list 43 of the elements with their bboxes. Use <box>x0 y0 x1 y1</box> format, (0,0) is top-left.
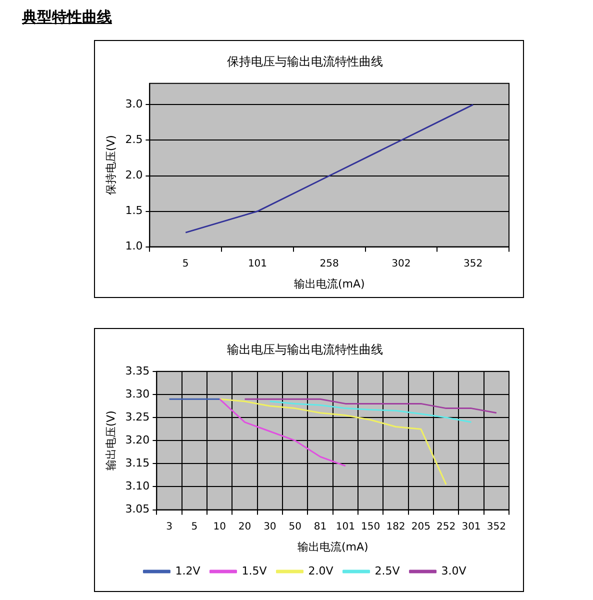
x-axis-title: 输出电流(mA) <box>294 277 365 290</box>
x-tick-label: 101 <box>336 521 355 532</box>
y-tick-label: 3.25 <box>125 410 150 424</box>
y-tick-label: 3.10 <box>125 480 150 493</box>
x-axis-title: 输出电流(mA) <box>297 540 368 554</box>
x-tick-label: 101 <box>248 258 268 270</box>
x-tick-label: 50 <box>288 521 302 532</box>
x-tick-label: 252 <box>436 521 456 532</box>
y-axis-title: 输出电压(V) <box>104 410 118 471</box>
x-tick-label: 10 <box>213 521 226 532</box>
x-tick-label: 301 <box>462 521 481 532</box>
x-tick-label: 5 <box>182 258 189 270</box>
legend-label: 1.5V <box>242 564 268 578</box>
y-tick-label: 3.0 <box>125 98 143 111</box>
x-tick-label: 5 <box>191 521 198 532</box>
x-tick-label: 205 <box>411 521 430 532</box>
y-tick-label: 2.5 <box>125 133 143 146</box>
x-tick-label: 258 <box>320 258 339 270</box>
y-tick-label: 3.15 <box>125 456 150 470</box>
x-tick-label: 150 <box>361 521 380 532</box>
x-tick-label: 30 <box>264 521 276 532</box>
x-tick-label: 81 <box>314 521 327 532</box>
y-tick-label: 3.05 <box>125 502 150 516</box>
x-tick-label: 352 <box>486 521 506 532</box>
chart-title: 保持电压与输出电流特性曲线 <box>227 54 383 68</box>
x-tick-label: 182 <box>386 521 406 532</box>
y-tick-label: 1.0 <box>125 240 143 253</box>
y-tick-label: 1.5 <box>125 204 143 218</box>
x-tick-label: 3 <box>166 521 172 532</box>
chart-title: 输出电压与输出电流特性曲线 <box>227 342 383 356</box>
x-tick-label: 352 <box>464 258 483 270</box>
y-tick-label: 3.30 <box>125 387 150 400</box>
y-tick-label: 2.0 <box>125 168 143 182</box>
y-tick-label: 3.20 <box>125 433 150 446</box>
x-tick-label: 302 <box>392 258 411 270</box>
y-axis-title: 保持电压(V) <box>104 135 118 196</box>
legend-label: 3.0V <box>441 564 467 578</box>
legend-label: 2.0V <box>308 564 334 578</box>
x-tick-label: 20 <box>238 521 252 532</box>
legend-label: 1.2V <box>175 564 201 578</box>
y-tick-label: 3.35 <box>125 364 150 378</box>
text: 典型特性曲线 <box>22 8 112 27</box>
legend-label: 2.5V <box>374 564 400 578</box>
